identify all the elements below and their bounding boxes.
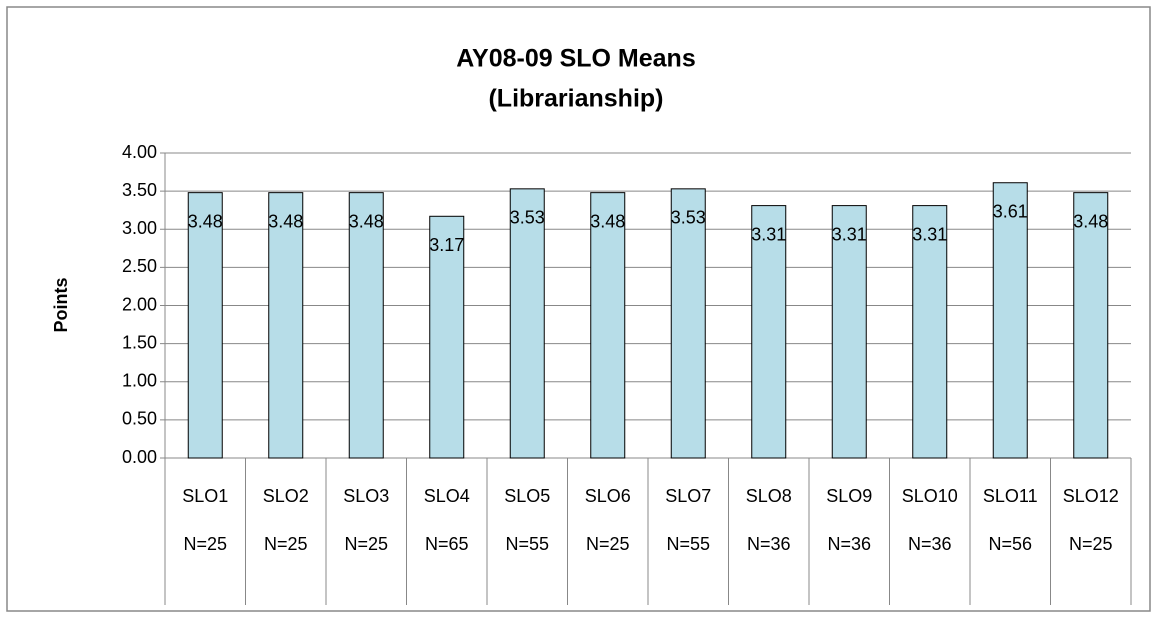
chart-subtitle: (Librarianship): [488, 85, 663, 113]
x-tick-label: SLO10: [902, 486, 958, 506]
bar: [992, 182, 1028, 459]
data-label: 3.48: [590, 211, 625, 231]
y-tick-label: 3.50: [122, 180, 157, 200]
y-tick-label: 0.00: [122, 447, 157, 467]
data-label: 3.53: [671, 208, 706, 228]
bar: [429, 215, 465, 459]
x-tick-label: SLO9: [826, 486, 872, 506]
bar: [751, 205, 787, 459]
data-label: 3.31: [912, 224, 947, 244]
x-tick-label: SLO4: [424, 486, 470, 506]
x-tick-label: SLO1: [182, 486, 228, 506]
x-tick-sublabel: N=56: [988, 534, 1032, 554]
y-tick-label: 0.50: [122, 409, 157, 429]
x-tick-sublabel: N=55: [666, 534, 710, 554]
x-tick-sublabel: N=36: [908, 534, 952, 554]
x-tick-label: SLO5: [504, 486, 550, 506]
x-tick-label: SLO11: [983, 486, 1038, 506]
bar: [1073, 192, 1109, 459]
bar: [348, 192, 384, 459]
y-tick-label: 4.00: [122, 142, 157, 162]
x-tick-sublabel: N=36: [747, 534, 791, 554]
data-label: 3.48: [188, 211, 223, 231]
data-label: 3.31: [832, 224, 867, 244]
data-label: 3.17: [429, 235, 464, 255]
x-tick-sublabel: N=25: [1069, 534, 1113, 554]
x-tick-sublabel: N=55: [505, 534, 549, 554]
x-tick-label: SLO3: [343, 486, 389, 506]
x-tick-sublabel: N=65: [425, 534, 469, 554]
data-label: 3.61: [993, 201, 1028, 221]
x-tick-sublabel: N=25: [264, 534, 308, 554]
x-tick-sublabel: N=25: [344, 534, 388, 554]
bar: [670, 188, 706, 459]
bar: [187, 192, 223, 459]
data-label: 3.48: [349, 211, 384, 231]
data-label: 3.48: [1073, 211, 1108, 231]
x-tick-label: SLO6: [585, 486, 631, 506]
y-tick-label: 2.00: [122, 294, 157, 314]
y-tick-label: 1.50: [122, 332, 157, 352]
data-label: 3.48: [268, 211, 303, 231]
x-tick-label: SLO7: [665, 486, 711, 506]
y-tick-label: 1.00: [122, 371, 157, 391]
x-tick-label: SLO8: [746, 486, 792, 506]
x-tick-label: SLO2: [263, 486, 309, 506]
x-tick-sublabel: N=25: [586, 534, 630, 554]
y-tick-label: 2.50: [122, 256, 157, 276]
bar: [590, 192, 626, 459]
y-axis-label: Points: [51, 277, 71, 332]
chart-title: AY08-09 SLO Means: [456, 45, 695, 73]
bar: [268, 192, 304, 459]
x-tick-sublabel: N=25: [183, 534, 227, 554]
y-tick-label: 3.00: [122, 218, 157, 238]
data-label: 3.53: [510, 208, 545, 228]
data-label: 3.31: [751, 224, 786, 244]
x-tick-sublabel: N=36: [827, 534, 871, 554]
x-tick-label: SLO12: [1063, 486, 1119, 506]
bar: [912, 205, 948, 459]
bar: [831, 205, 867, 459]
bar: [509, 188, 545, 459]
